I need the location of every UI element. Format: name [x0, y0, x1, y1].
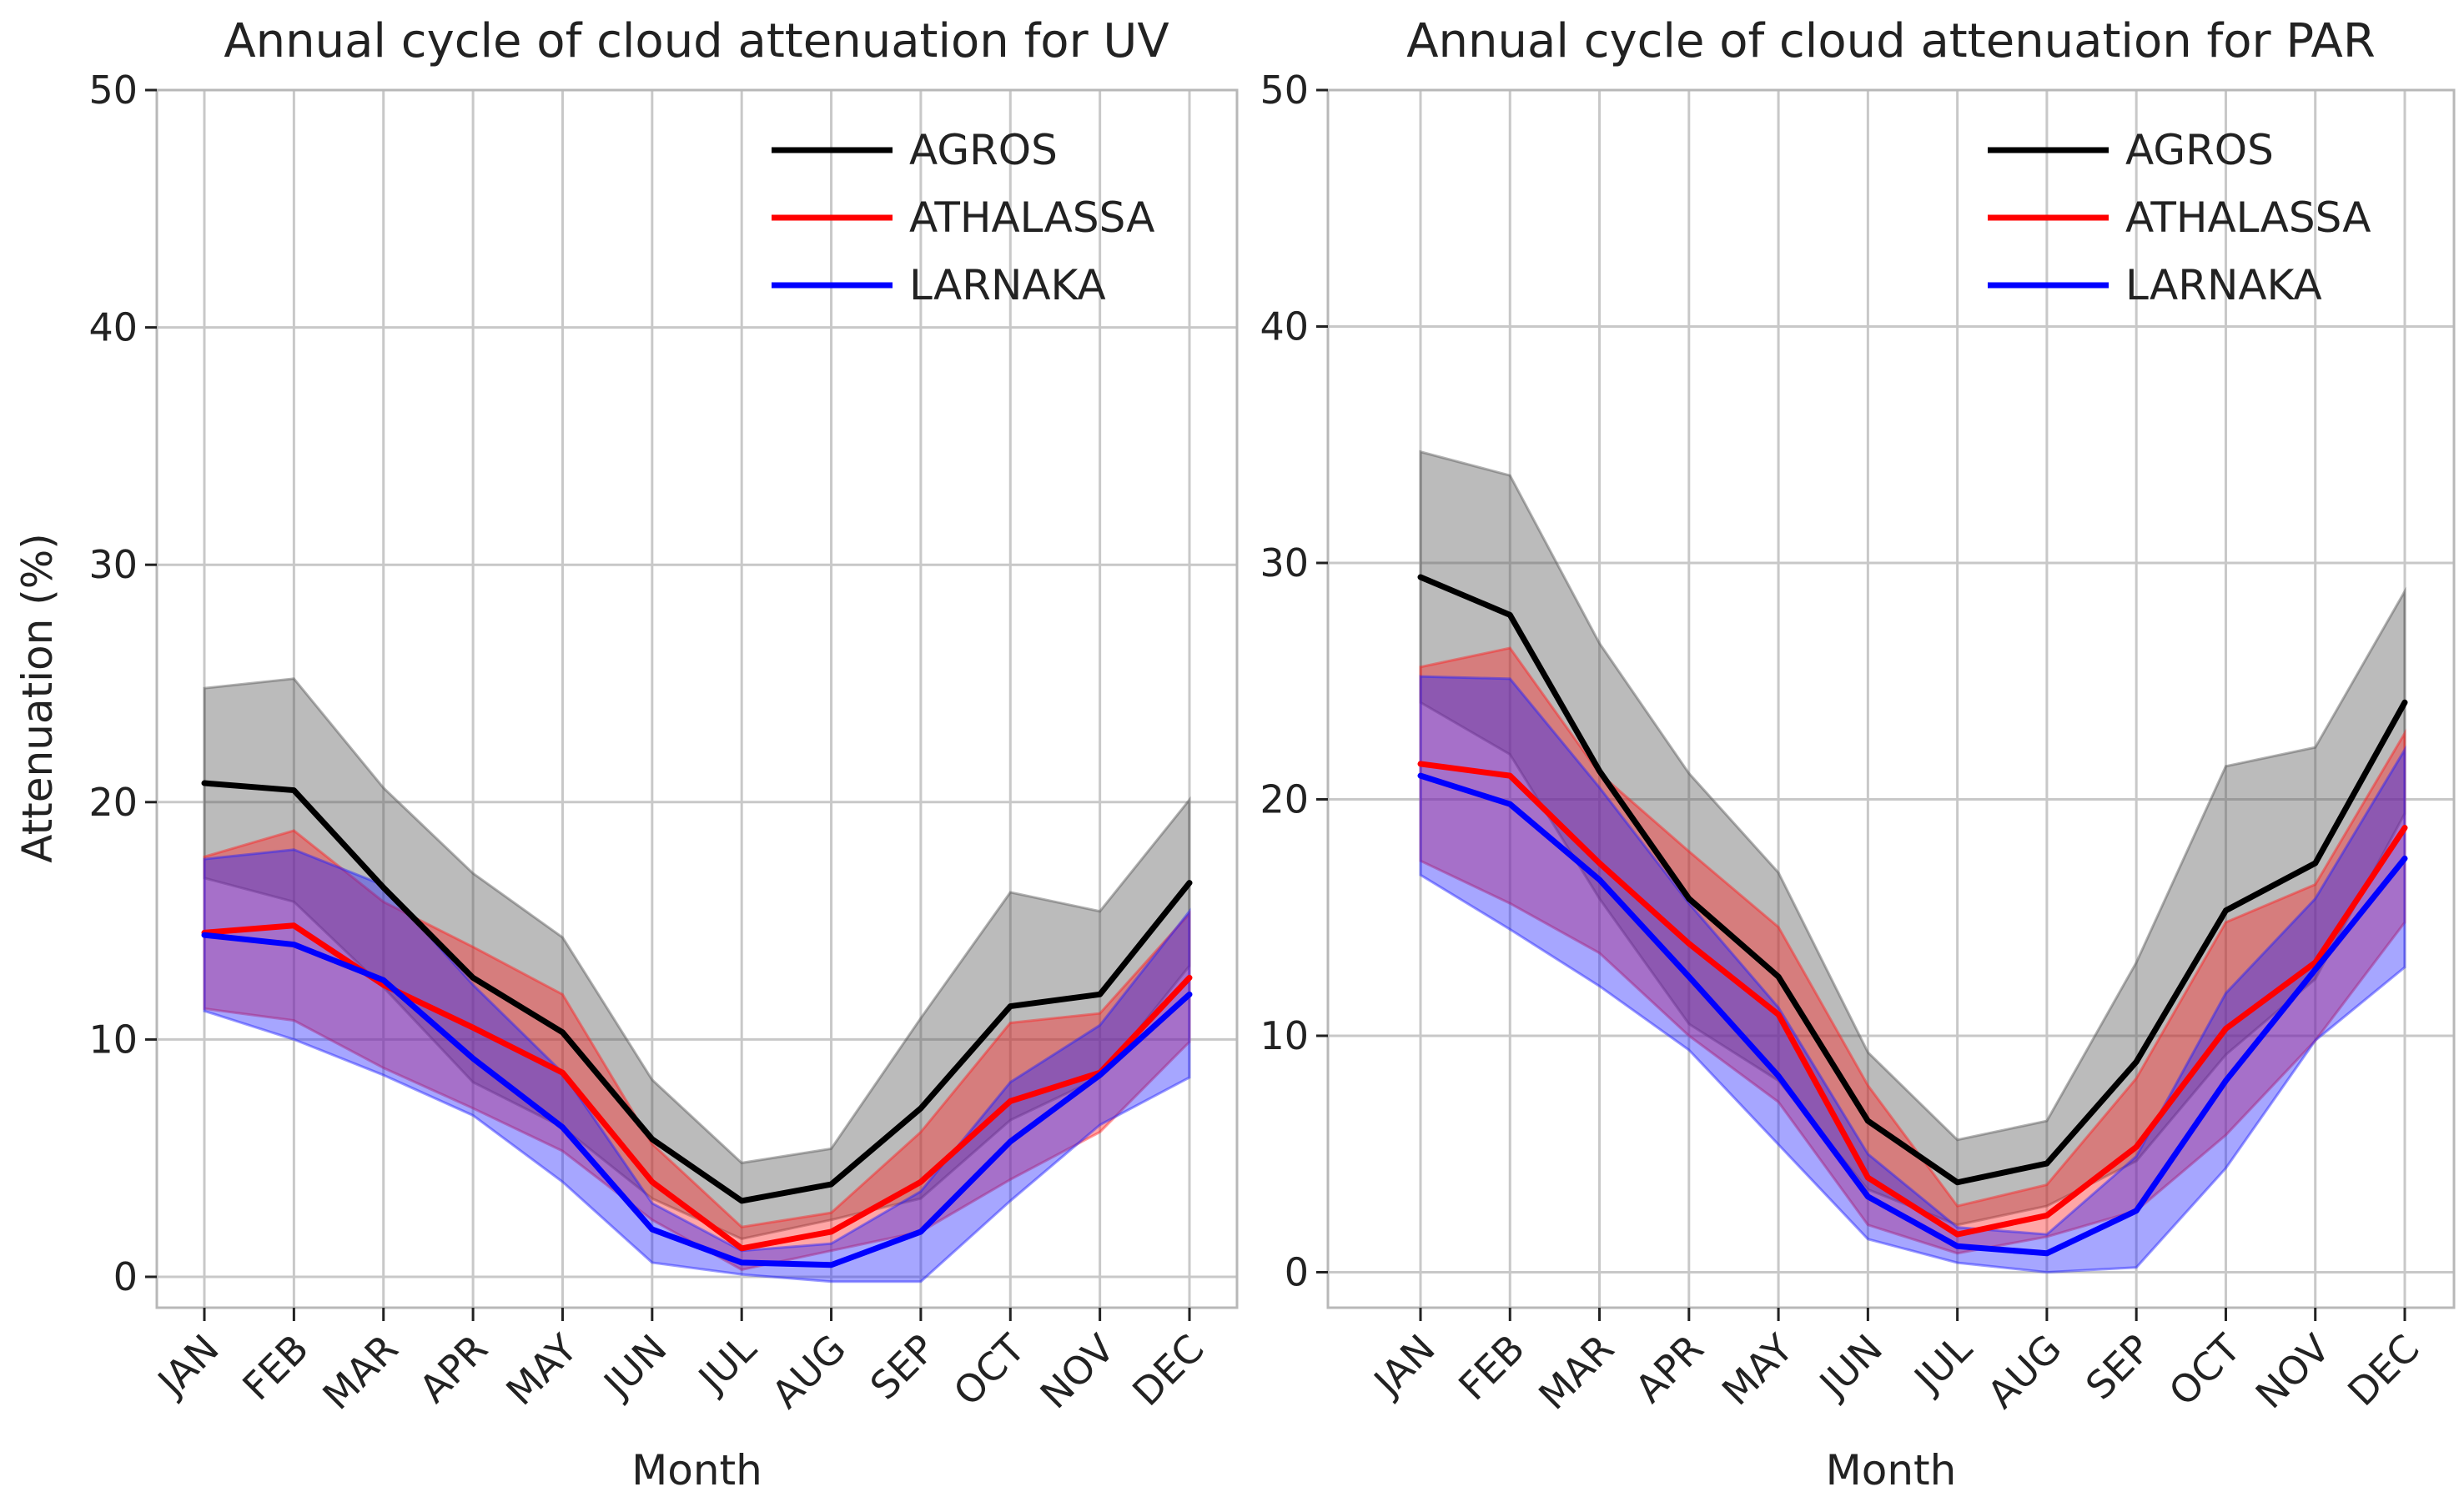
x-tick-label: JUL — [688, 1325, 765, 1402]
y-tick-label: 30 — [88, 542, 138, 587]
x-tick-label: MAY — [497, 1325, 586, 1414]
x-tick-label: OCT — [945, 1325, 1034, 1414]
chart-title: Annual cycle of cloud attenuation for UV — [224, 14, 1169, 68]
x-tick-label: MAR — [314, 1326, 406, 1419]
plot-frame — [155, 88, 1239, 1309]
series-line-agros — [1417, 574, 2408, 1186]
x-tick-label: AUG — [1979, 1326, 2069, 1417]
y-tick-label: 50 — [88, 68, 138, 113]
y-tick-label: 30 — [1260, 540, 1309, 585]
x-tick-label: JUN — [1809, 1326, 1891, 1408]
legend-label-agros: AGROS — [2125, 126, 2274, 174]
x-axis-label: Month — [631, 1446, 762, 1494]
x-tick-label: FEB — [1450, 1326, 1533, 1409]
plot-frame — [1326, 88, 2456, 1309]
legend: AGROS ATHALASSA LARNAKA — [1988, 126, 2371, 309]
x-tick-label: AUG — [763, 1326, 854, 1417]
band-agros — [203, 677, 1191, 1241]
x-tick-label: MAR — [1530, 1326, 1622, 1419]
band-athalassa — [1419, 646, 2406, 1255]
x-tick-label: DEC — [2339, 1326, 2427, 1414]
y-tick-label: 10 — [88, 1017, 138, 1062]
x-tick-label: FEB — [234, 1326, 317, 1409]
y-tick-label: 0 — [1285, 1249, 1309, 1294]
x-tick-label: SEP — [862, 1326, 944, 1409]
legend-label-larnaka: LARNAKA — [909, 261, 1106, 309]
x-tick-label: JAN — [1364, 1326, 1444, 1406]
legend-label-athalassa: ATHALASSA — [909, 193, 1154, 242]
x-tick-label: APR — [1627, 1326, 1712, 1412]
x-tick-label: JUL — [1904, 1325, 1981, 1402]
series-line-agros — [201, 780, 1193, 1204]
x-tick-label: DEC — [1124, 1326, 1212, 1414]
legend-label-athalassa: ATHALASSA — [2125, 193, 2371, 242]
band-larnaka — [1419, 675, 2406, 1273]
y-tick-label: 50 — [1260, 68, 1309, 113]
x-tick-label: APR — [410, 1326, 496, 1412]
y-tick-label: 20 — [1260, 776, 1309, 821]
x-tick-label: SEP — [2077, 1326, 2160, 1409]
series-line-athalassa — [1417, 761, 2408, 1238]
y-tick-label: 0 — [113, 1254, 138, 1299]
y-axis-label: Attenuation (%) — [13, 533, 62, 863]
chart-title: Annual cycle of cloud attenuation for PA… — [1406, 14, 2375, 68]
y-tick-label: 10 — [1260, 1013, 1309, 1058]
x-tick-label: MAY — [1713, 1325, 1802, 1414]
legend-label-agros: AGROS — [909, 126, 1058, 174]
x-tick-label: JUN — [594, 1326, 676, 1408]
legend: AGROS ATHALASSA LARNAKA — [772, 126, 1154, 309]
x-tick-label: OCT — [2160, 1325, 2250, 1414]
y-tick-label: 40 — [88, 305, 138, 350]
x-tick-label: JAN — [148, 1326, 228, 1406]
y-tick-label: 20 — [88, 780, 138, 825]
band-agros — [1419, 450, 2406, 1227]
legend-label-larnaka: LARNAKA — [2125, 261, 2322, 309]
x-tick-label: NOV — [1032, 1325, 1124, 1417]
y-tick-label: 40 — [1260, 304, 1309, 349]
x-axis-label: Month — [1826, 1446, 1957, 1494]
series-line-larnaka — [201, 932, 1193, 1268]
series-line-larnaka — [1417, 772, 2408, 1257]
x-tick-label: NOV — [2247, 1325, 2339, 1417]
